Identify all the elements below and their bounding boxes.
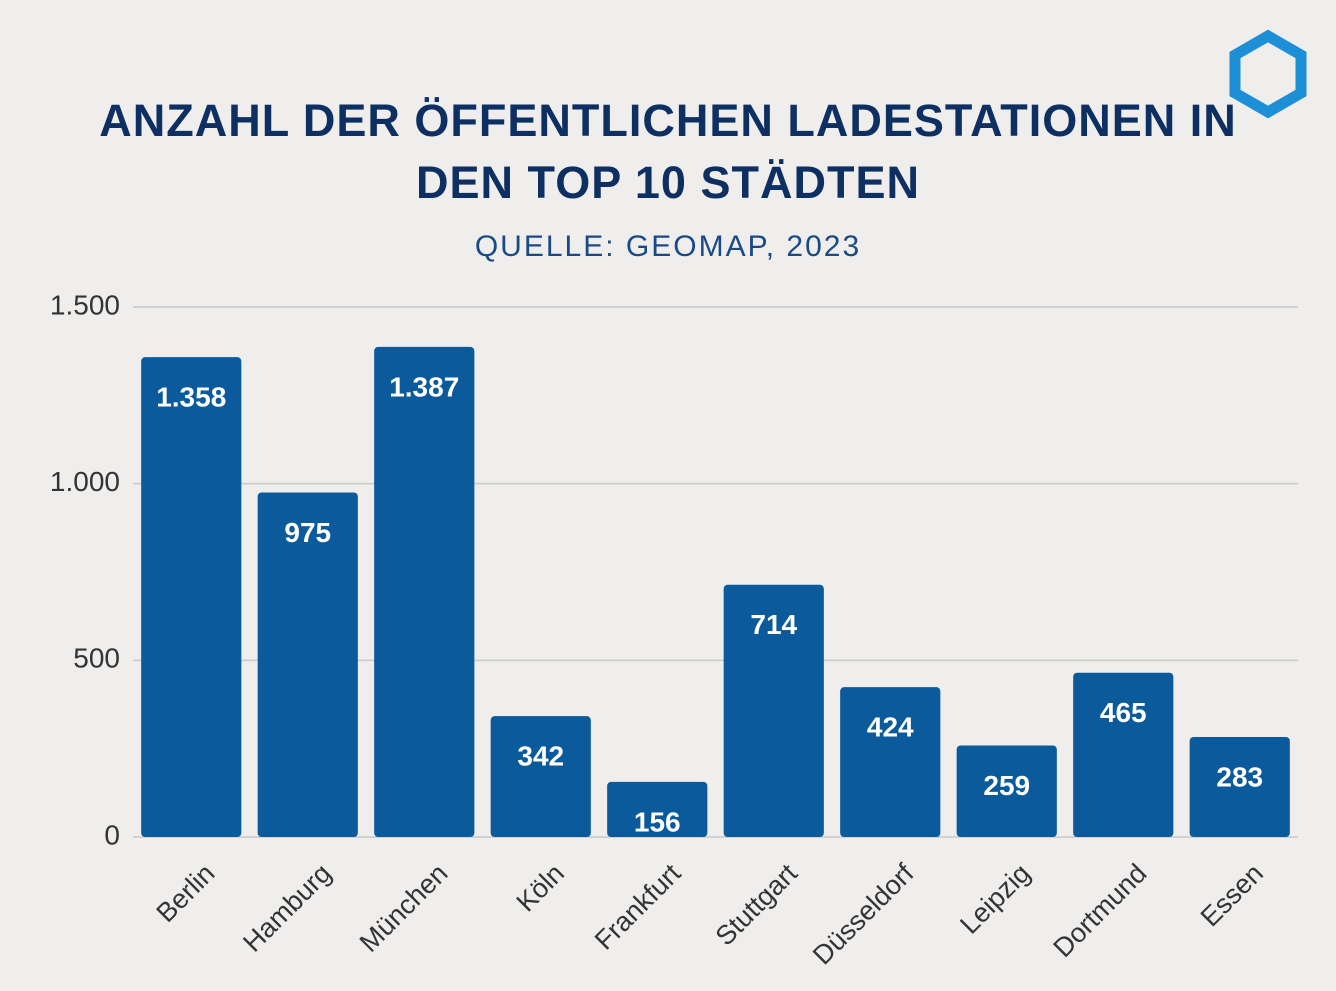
- value-label: 259: [983, 770, 1030, 801]
- x-tick-label: Frankfurt: [589, 858, 687, 956]
- value-label: 424: [867, 712, 914, 743]
- x-tick-label: Berlin: [151, 858, 221, 928]
- value-label: 1.387: [389, 371, 459, 402]
- x-tick-label: Düsseldorf: [807, 858, 920, 971]
- y-tick-label: 1.000: [50, 466, 120, 497]
- y-tick-label: 500: [73, 643, 120, 674]
- x-tick-label: Essen: [1195, 858, 1269, 932]
- x-tick-label: Leipzig: [954, 858, 1036, 940]
- value-label: 975: [284, 517, 331, 548]
- y-tick-label: 1.500: [50, 289, 120, 320]
- bar: [374, 347, 474, 837]
- value-label: 1.358: [156, 382, 226, 413]
- value-label: 714: [750, 609, 797, 640]
- bar: [141, 357, 241, 837]
- page: ANZAHL DER ÖFFENTLICHEN LADESTATIONEN IN…: [0, 0, 1336, 991]
- logo: [1235, 36, 1301, 112]
- x-tick-label: Stuttgart: [710, 858, 804, 952]
- value-label: 283: [1216, 761, 1263, 792]
- bar: [491, 716, 591, 837]
- value-label: 342: [517, 741, 564, 772]
- x-tick-label: Dortmund: [1047, 858, 1152, 963]
- x-tick-label: Hamburg: [237, 858, 337, 958]
- value-label: 156: [634, 806, 681, 837]
- chart: 0 500 1.000 1.500 1.358 Berlin 975 Hamburg 1.387…: [0, 0, 1336, 991]
- y-tick-label: 0: [104, 819, 120, 850]
- x-tick-label: München: [354, 858, 454, 958]
- x-tick-label: Köln: [511, 858, 570, 917]
- bar: [840, 687, 940, 837]
- value-label: 465: [1100, 697, 1147, 728]
